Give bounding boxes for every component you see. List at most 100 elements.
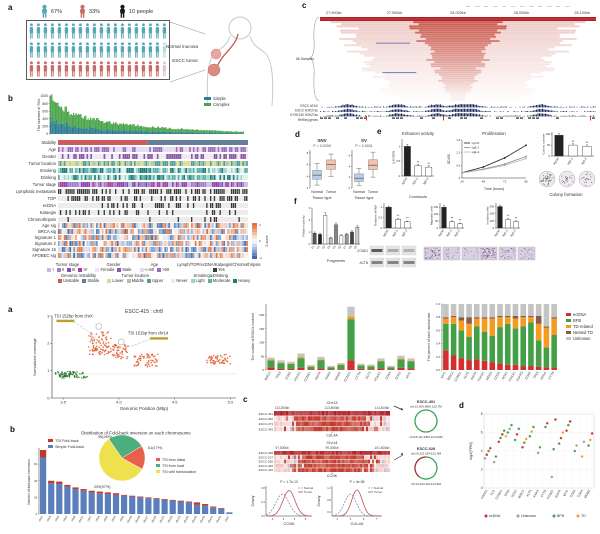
legend-row: Genomic instability Unstable Stable Tumor l…: [34, 273, 274, 283]
svg-text:sgE-1: sgE-1: [391, 229, 399, 238]
legend-group: Genomic instability Unstable Stable: [57, 273, 99, 283]
svg-text:BIRC2: BIRC2: [517, 489, 525, 499]
svg-text:SOX2: SOX2: [394, 371, 402, 381]
svg-text:TP63: TP63: [532, 371, 539, 380]
legend-item: Yes: [212, 267, 225, 272]
svg-text:chr17: chr17: [142, 515, 149, 524]
legend-item: I: [47, 267, 54, 272]
svg-text:chr16: chr16: [191, 515, 198, 524]
svg-text:0.8: 0.8: [436, 315, 441, 319]
svg-text:66 Samples: 66 Samples: [296, 57, 314, 61]
panel-letter-b: b: [8, 94, 13, 103]
legend-item: Never: [171, 278, 188, 283]
legend-item: Heavy: [233, 278, 250, 283]
svg-text:F5: F5: [332, 244, 337, 249]
svg-text:ESCC-366: ESCC-366: [259, 464, 274, 468]
svg-text:TD: TD: [581, 514, 586, 518]
svg-text:sgE-2: sgE-2: [400, 229, 408, 238]
svg-text:sgCtrl: sgCtrl: [400, 177, 408, 186]
svg-text:BIRC2: BIRC2: [446, 371, 454, 381]
svg-text:0: 0: [549, 154, 551, 158]
legend-item: II: [56, 267, 64, 272]
genome-browser: 27,900kb 27,950kb 28,000kb 28,050kb 28,100kb…: [290, 6, 596, 122]
escc-tumor-label: ESCC tumor: [172, 58, 198, 63]
svg-text:SV: SV: [361, 138, 367, 143]
legend-group: Tumor location Lower Middle Upper: [107, 273, 163, 283]
panel-letter-a2: a: [8, 305, 13, 314]
svg-text:SNV: SNV: [317, 138, 326, 143]
mechanism-legend-item: ecDNA: [566, 312, 593, 317]
person-icon-scale: [120, 4, 125, 18]
svg-text:40: 40: [34, 479, 38, 483]
svg-text:KLF5: KLF5: [463, 371, 470, 380]
svg-text:Drinking: Drinking: [41, 175, 57, 180]
svg-text:ESCC-282: ESCC-282: [259, 460, 274, 464]
svg-text:Tissue type: Tissue type: [354, 196, 373, 200]
svg-text:TSI Fold-back: TSI Fold-back: [55, 439, 79, 443]
svg-text:0: 0: [481, 486, 483, 490]
svg-text:0: 0: [349, 186, 351, 190]
svg-text:ESCC ATAC: ESCC ATAC: [300, 104, 318, 108]
svg-text:chr5: chr5: [54, 515, 61, 522]
svg-text:ESCC-491: ESCC-491: [259, 412, 274, 416]
svg-text:**: **: [586, 141, 589, 145]
svg-text:1.0: 1.0: [436, 302, 441, 306]
svg-text:0.6: 0.6: [456, 163, 460, 167]
legend-item: Stable: [82, 278, 99, 283]
svg-text:F3: F3: [321, 244, 326, 249]
svg-text:sgE-1: sgE-1: [501, 229, 509, 238]
svg-text:0.8: 0.8: [261, 486, 265, 490]
tsi-coverage-scatter: ESCC-415 : chr8 0 1 2 3 3.5 4.0 4.5 5.0 TSI 152bp…: [32, 309, 236, 411]
svg-text:60: 60: [34, 462, 38, 466]
svg-text:Kataegis: Kataegis: [40, 210, 56, 215]
svg-text:chr1: chr1: [38, 515, 45, 522]
svg-text:3: 3: [309, 206, 311, 210]
svg-text:27,900kb: 27,900kb: [326, 11, 342, 15]
svg-text:MYC: MYC: [405, 370, 412, 379]
legend-item: IV: [78, 267, 87, 272]
svg-text:FGFR3: FGFR3: [515, 371, 524, 382]
svg-text:ELF3: ELF3: [365, 371, 372, 380]
svg-text:chr15: chr15: [199, 515, 206, 524]
invasion-barchart: 0 100 200 300 sgCtrl ** sgE-1 ** sgE-2 Invaded ce…: [486, 203, 520, 238]
svg-text:chrX: chrX: [110, 515, 117, 522]
svg-text:EGFR: EGFR: [554, 488, 562, 498]
svg-text:1: 1: [309, 230, 311, 234]
svg-text:Tumor: Tumor: [368, 190, 379, 194]
mechanism-legend-item: BFB: [566, 318, 593, 323]
mrna-barchart: 0 0.5 1 sgCtrl ** sgE-1 ** sgE-2 Relative mRNA: [374, 203, 412, 238]
colony-plate-images: [538, 170, 596, 188]
svg-text:61(17%): 61(17%): [148, 446, 163, 450]
svg-text:5: 5: [294, 517, 296, 521]
svg-text:**: **: [406, 217, 409, 221]
mechanism-legend-item: Unknown: [566, 336, 593, 341]
svg-text:Simple Fold-back: Simple Fold-back: [55, 445, 84, 449]
svg-text:Genomic Position (Mbp): Genomic Position (Mbp): [120, 406, 169, 411]
legend-group: Age <=60 >60: [139, 262, 169, 272]
svg-text:100: 100: [546, 132, 551, 136]
svg-text:209(57%): 209(57%): [94, 485, 111, 489]
svg-text:150: 150: [259, 327, 264, 331]
svg-text:CDK6: CDK6: [569, 489, 577, 498]
svg-text:Normal: Normal: [374, 486, 383, 490]
svg-text:RefSeq genes: RefSeq genes: [298, 118, 319, 122]
svg-text:0.8: 0.8: [327, 498, 331, 502]
svg-text:3.5: 3.5: [60, 400, 66, 405]
svg-text:BRCA sig: BRCA sig: [38, 229, 57, 234]
svg-text:SOX2: SOX2: [501, 371, 509, 381]
svg-text:ESCC-066: ESCC-066: [259, 417, 274, 421]
svg-text:0: 0: [459, 176, 461, 180]
panel-letter-a: a: [8, 3, 13, 12]
panel-letter-c2: c: [243, 395, 248, 404]
svg-text:Normalized coverage: Normalized coverage: [32, 337, 37, 376]
legend-item: III: [66, 267, 75, 272]
svg-text:Constructs: Constructs: [409, 195, 427, 199]
svg-text:chr13:111.93M-114.06M: chr13:111.93M-114.06M: [409, 435, 442, 439]
svg-text:**: **: [459, 219, 462, 223]
cohort-pictogram: [26, 20, 170, 80]
svg-text:sgCtrl: sgCtrl: [493, 229, 501, 238]
svg-text:2: 2: [349, 175, 351, 179]
